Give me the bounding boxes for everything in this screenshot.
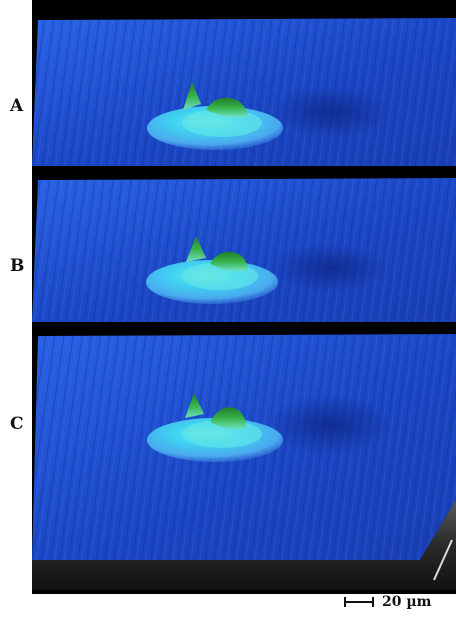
scale-bar-label: 20 µm	[382, 594, 432, 610]
panel-label-a: A	[10, 96, 24, 116]
panel-label-c: C	[10, 414, 24, 434]
panel-a-surface	[32, 18, 456, 166]
scale-bar-icon	[344, 597, 374, 607]
panel-c-surface	[32, 334, 456, 560]
panel-label-b: B	[10, 256, 25, 276]
panel-b-surface	[32, 178, 456, 322]
